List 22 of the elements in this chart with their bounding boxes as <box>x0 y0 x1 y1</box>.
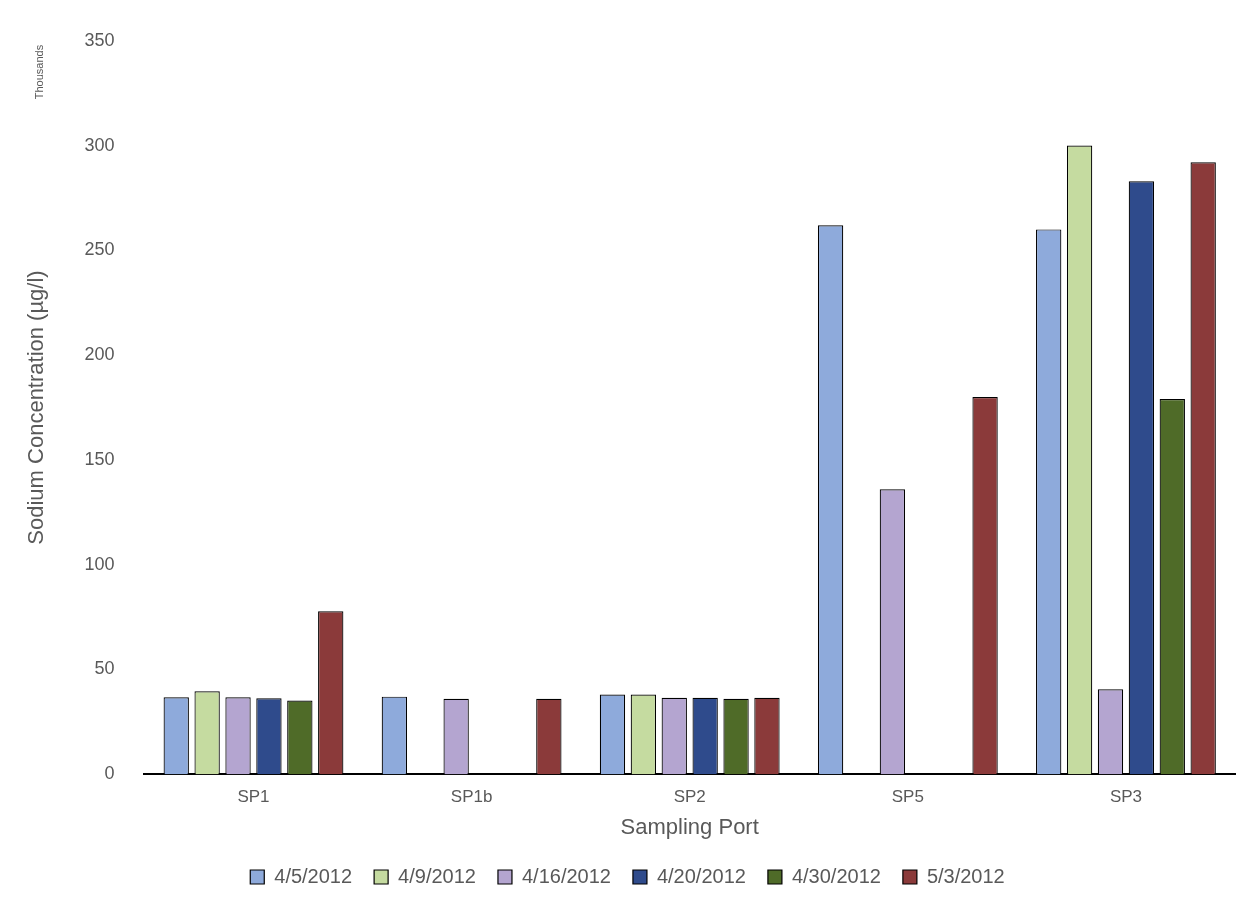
x-tick-label: SP5 <box>891 787 924 807</box>
legend-label: 4/9/2012 <box>398 864 476 887</box>
text: Thousands <box>33 44 46 100</box>
legend-label: 4/5/2012 <box>274 864 353 887</box>
y-tick-label: 250 <box>84 239 115 260</box>
x-tick-label: SP1 <box>237 787 270 807</box>
x-tick-label: SP1b <box>450 787 493 807</box>
legend-label: 4/30/2012 <box>791 864 881 887</box>
legend-label: 4/20/2012 <box>656 864 746 887</box>
y-axis-title: Sodium Concentration (µg/l) <box>23 270 49 545</box>
y-tick-label: 200 <box>84 344 115 365</box>
x-axis-title: Sampling Port <box>620 813 759 839</box>
legend-label: 4/16/2012 <box>521 864 611 887</box>
y-tick-label: 300 <box>84 134 115 155</box>
x-tick-label: SP2 <box>673 787 706 807</box>
y-tick-label: 50 <box>94 658 115 679</box>
y-tick-label: 350 <box>84 29 115 50</box>
y-tick-label: 100 <box>84 553 115 574</box>
y-tick-label: 0 <box>104 763 115 784</box>
y-tick-label: 150 <box>84 448 115 469</box>
x-tick-label: SP3 <box>1109 787 1143 807</box>
legend-label: 5/3/2012 <box>926 864 1005 887</box>
